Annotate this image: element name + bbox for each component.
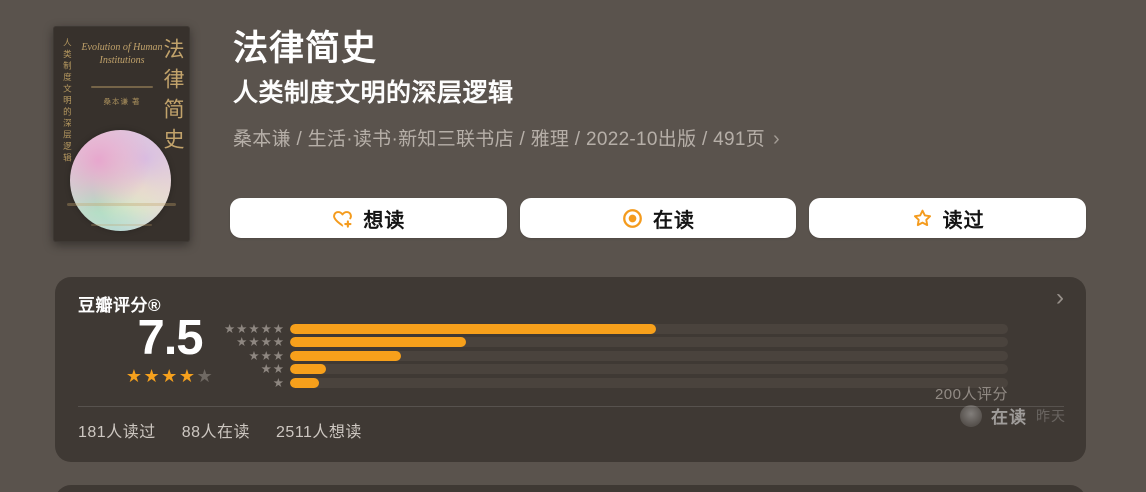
- stars-filled: ★★★★: [125, 366, 197, 386]
- have-read-label: 读过: [942, 209, 985, 232]
- cover-author-line: 桑本谦 著: [103, 97, 141, 106]
- rating-card-title: 豆瓣评分®: [78, 296, 162, 315]
- book-cover[interactable]: 人类制度文明的深层逻辑 Evolution of Human Instituti…: [53, 26, 190, 242]
- star-outline-icon: [911, 207, 934, 230]
- stat-reading: 88人在读: [181, 424, 251, 441]
- target-icon: [621, 207, 644, 230]
- book-meta-row[interactable]: 桑本谦 / 生活·读书·新知三联书店 / 雅理 / 2022-10出版 / 49…: [233, 124, 780, 151]
- next-section-card[interactable]: [55, 485, 1086, 492]
- activity-time: 昨天: [1036, 407, 1066, 424]
- ratings-count: 200人评分: [934, 386, 1008, 403]
- want-to-read-label: 想读: [363, 209, 406, 232]
- histogram-row-stars: ★★★★★: [223, 322, 285, 336]
- action-button-row: 想读 在读 读过: [230, 198, 1087, 238]
- histogram-track: [290, 350, 1008, 361]
- reading-button[interactable]: 在读: [519, 198, 797, 238]
- histogram-row: ★★: [55, 362, 1008, 377]
- stat-read: 181人读过: [78, 424, 156, 441]
- reading-stats: 181人读过 88人在读 2511人想读: [78, 418, 362, 442]
- histogram-bar: [290, 324, 657, 334]
- histogram-track: [290, 377, 1008, 388]
- rating-score-stars: ★★★★★: [110, 367, 230, 385]
- histogram-row-stars: ★★★★: [236, 335, 285, 350]
- cover-vertical-title: 法律简史: [161, 38, 185, 158]
- histogram-row-stars: ★★★: [248, 348, 285, 363]
- rating-histogram: ★★★★★ ★★★★ ★★★ ★★ ★: [55, 322, 1008, 391]
- stat-want: 2511人想读: [276, 424, 362, 441]
- histogram-row: ★★★★★: [55, 322, 1008, 336]
- cover-english-subtitle-line: [91, 86, 153, 88]
- cover-left-vertical-text: 人类制度文明的深层逻辑: [62, 38, 73, 165]
- douban-rating-card[interactable]: 豆瓣评分® › 7.5 ★★★★★ ★★★★★ ★★★★ ★★★ ★★ ★ 200人评分…: [55, 277, 1086, 462]
- have-read-button[interactable]: 读过: [809, 198, 1087, 238]
- book-meta-text: 桑本谦 / 生活·读书·新知三联书店 / 雅理 / 2022-10出版 / 49…: [233, 129, 766, 150]
- histogram-row: ★: [55, 375, 1008, 390]
- rating-score: 7.5: [137, 311, 203, 365]
- reading-label: 在读: [653, 209, 695, 232]
- star-empty: ★: [196, 366, 215, 386]
- page-title: 法律简史: [233, 29, 378, 68]
- histogram-track: [290, 337, 1008, 348]
- cover-english-title: Evolution of Human Institutions: [81, 42, 163, 66]
- chevron-right-icon: ›: [773, 128, 780, 150]
- histogram-track: [290, 324, 1008, 334]
- cover-holographic-circle: [70, 130, 171, 231]
- cover-publisher-line: [91, 223, 152, 226]
- histogram-row-stars: ★★: [260, 362, 285, 377]
- avatar: [960, 404, 982, 427]
- card-divider: [78, 406, 1064, 407]
- histogram-track: [290, 364, 1008, 375]
- histogram-bar: [290, 337, 466, 348]
- chevron-right-icon[interactable]: ›: [1056, 284, 1064, 311]
- histogram-row: ★★★★: [55, 335, 1008, 350]
- histogram-bar: [290, 377, 319, 388]
- heart-plus-icon: [331, 207, 354, 230]
- histogram-bar: [290, 364, 326, 375]
- histogram-row: ★★★: [55, 348, 1008, 363]
- histogram-bar: [290, 350, 402, 361]
- book-subtitle: 人类制度文明的深层逻辑: [233, 79, 514, 107]
- histogram-row-stars: ★: [272, 375, 285, 390]
- want-to-read-button[interactable]: 想读: [230, 198, 507, 238]
- cover-bottom-text-line: [67, 203, 176, 206]
